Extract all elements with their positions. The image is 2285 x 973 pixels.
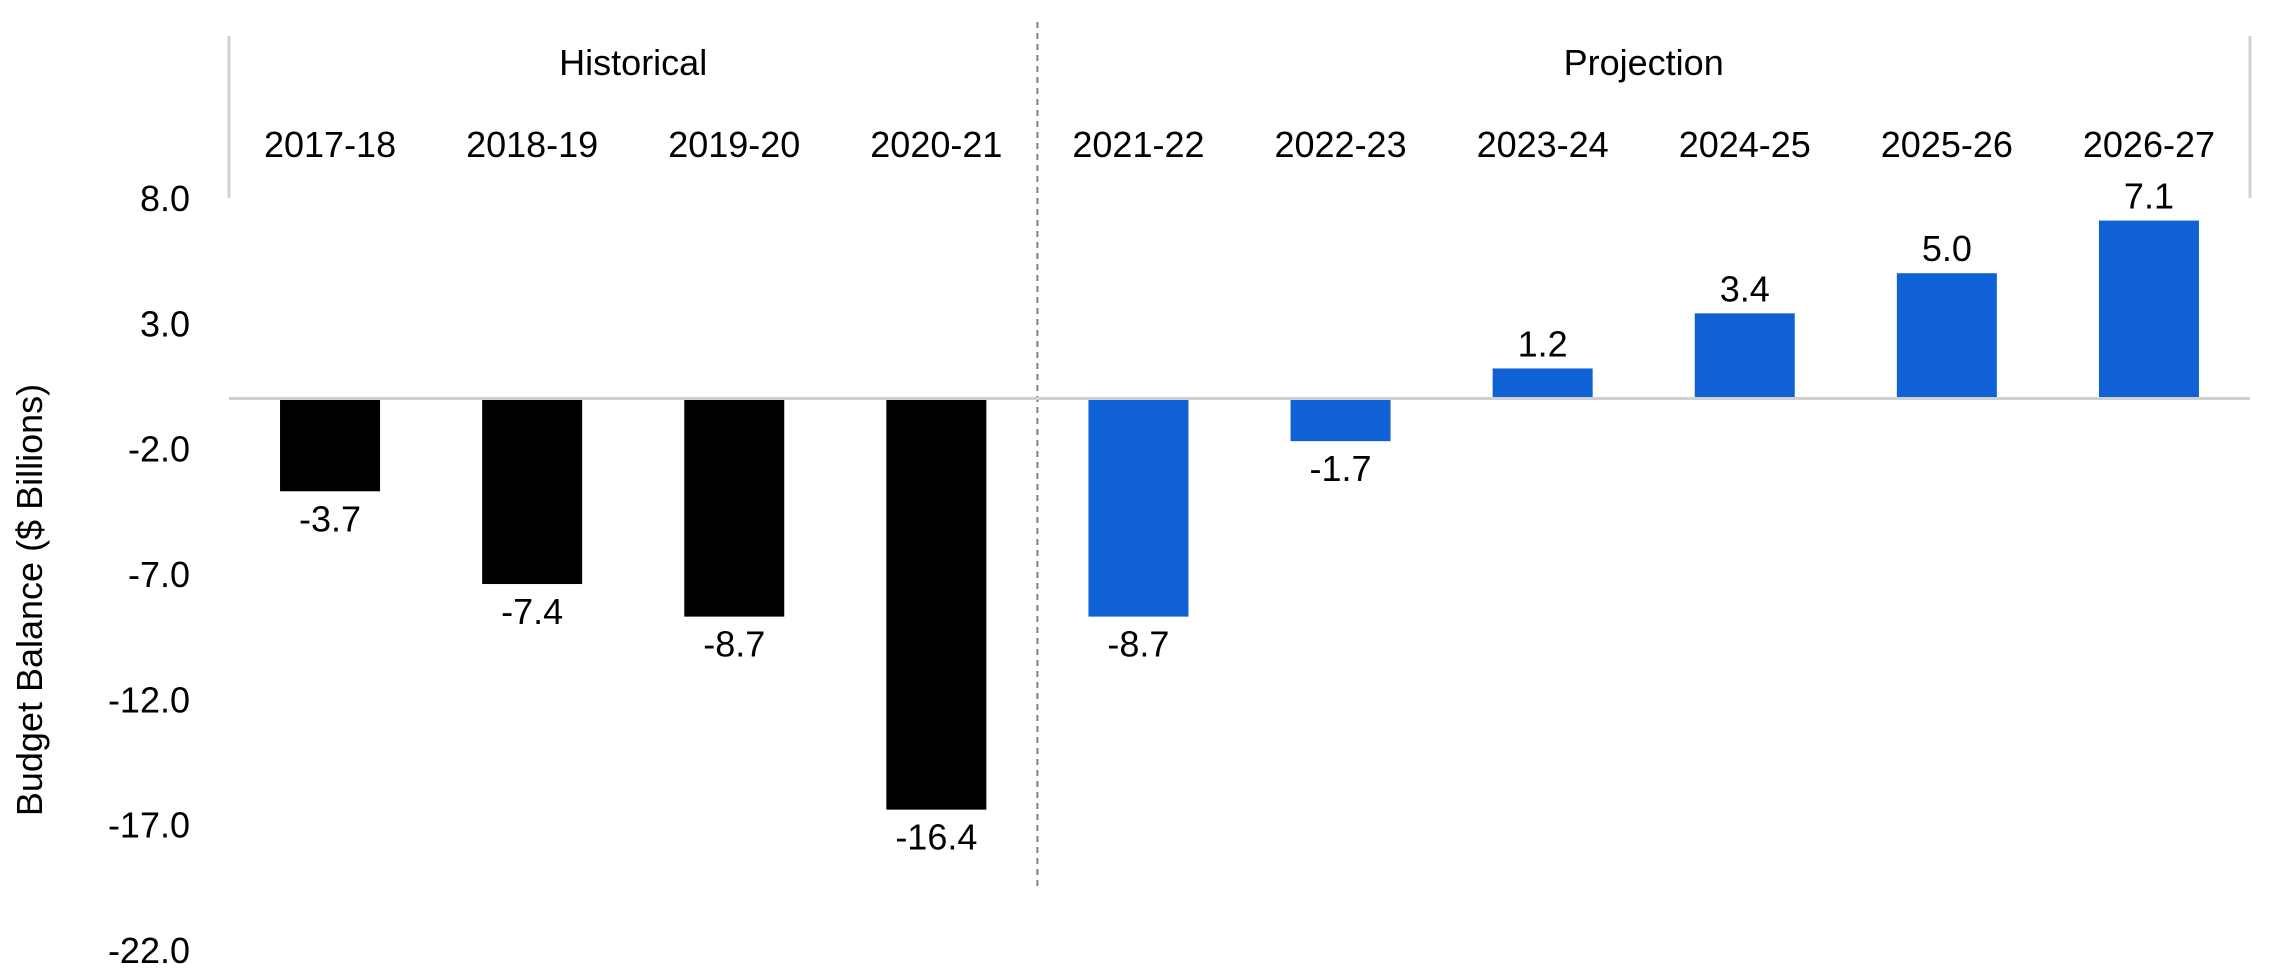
bar xyxy=(1290,398,1391,442)
category-labels: 2017-18 2018-19 2019-20 2020-21 2021-22 2022-… xyxy=(264,124,2215,165)
category-label: 2017-18 xyxy=(264,124,396,165)
bar xyxy=(1492,368,1593,399)
category-label: 2022-23 xyxy=(1274,124,1406,165)
y-tick-label: -2.0 xyxy=(128,429,190,470)
data-label: -8.7 xyxy=(703,624,765,665)
bar xyxy=(280,398,381,492)
bars xyxy=(280,220,2199,810)
data-label: -7.4 xyxy=(501,591,563,632)
bar xyxy=(1088,398,1189,617)
y-axis-ticks: 8.0 3.0 -2.0 -7.0 -12.0 -17.0 -22.0 xyxy=(108,178,190,971)
data-label: -8.7 xyxy=(1107,624,1169,665)
chart-frame xyxy=(227,22,2252,888)
category-label: 2023-24 xyxy=(1477,124,1609,165)
category-label: 2021-22 xyxy=(1072,124,1204,165)
data-label: 3.4 xyxy=(1720,268,1770,309)
data-label: 5.0 xyxy=(1922,228,1972,269)
y-tick-label: -12.0 xyxy=(108,679,190,720)
bar xyxy=(1694,313,1795,399)
y-tick-label: 8.0 xyxy=(140,178,190,219)
bar xyxy=(2098,220,2199,399)
data-label: 1.2 xyxy=(1518,323,1568,364)
y-tick-label: -17.0 xyxy=(108,805,190,846)
category-label: 2024-25 xyxy=(1679,124,1811,165)
category-label: 2020-21 xyxy=(870,124,1002,165)
category-label: 2018-19 xyxy=(466,124,598,165)
bar xyxy=(1896,273,1997,399)
section-label-historical: Historical xyxy=(559,42,707,83)
y-tick-label: -22.0 xyxy=(108,930,190,971)
bar xyxy=(886,398,987,810)
bar xyxy=(482,398,583,585)
category-label: 2019-20 xyxy=(668,124,800,165)
section-label-projection: Projection xyxy=(1564,42,1724,83)
bar xyxy=(684,398,785,617)
data-label: -1.7 xyxy=(1310,448,1372,489)
y-tick-label: 3.0 xyxy=(140,303,190,344)
y-axis-label: Budget Balance ($ Billions) xyxy=(9,384,50,816)
y-tick-label: -7.0 xyxy=(128,554,190,595)
category-label: 2026-27 xyxy=(2083,124,2215,165)
data-label: 7.1 xyxy=(2124,176,2174,217)
category-label: 2025-26 xyxy=(1881,124,2013,165)
data-label: -16.4 xyxy=(895,817,977,858)
data-labels: -3.7 -7.4 -8.7 -16.4 -8.7 -1.7 1.2 3.4 5.0 7.1 xyxy=(299,176,2174,858)
data-label: -3.7 xyxy=(299,498,361,539)
